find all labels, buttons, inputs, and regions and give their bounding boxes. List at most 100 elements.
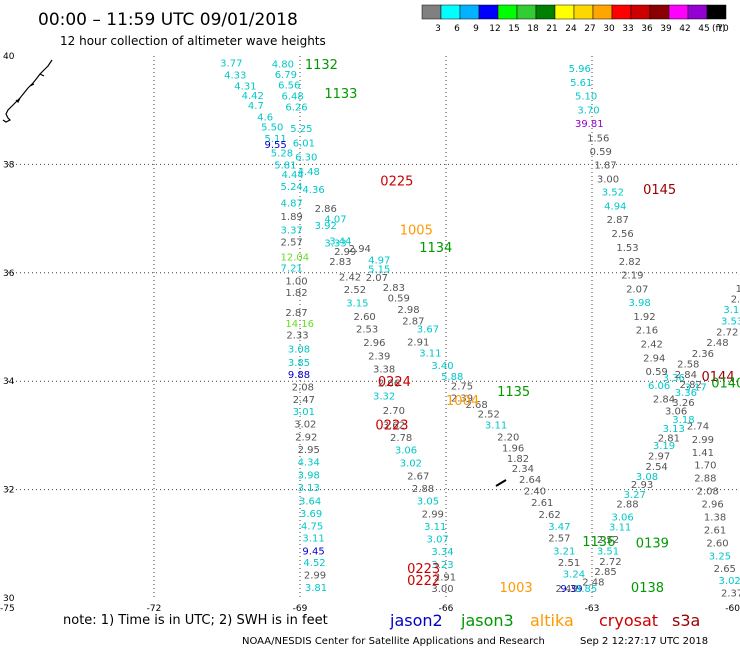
wave-height-label: 1.96 [502, 443, 524, 454]
wave-height-label: 2.83 [383, 283, 405, 294]
wave-height-label: 12.04 [281, 253, 310, 264]
wave-height-label: 0.59 [646, 367, 668, 378]
wave-height-label: 2.47 [293, 395, 315, 406]
colorbar-tick-label: 42 [679, 24, 690, 34]
wave-height-label: 2.62 [538, 510, 560, 521]
wave-height-label: 2.48 [706, 338, 728, 349]
wave-height-label: 4.94 [604, 202, 626, 213]
wave-height-label: 3.98 [629, 298, 651, 309]
wave-height-label: 1.82 [285, 288, 307, 299]
wave-height-label: 3.47 [548, 522, 570, 533]
wave-height-label: 4.34 [298, 457, 320, 468]
wave-height-label: 9.45 [302, 546, 324, 557]
wave-height-label: 3.40 [431, 361, 453, 372]
wave-height-label: 3.13 [298, 483, 320, 494]
colorbar-tick-label: 39 [660, 24, 672, 34]
colorbar-swatch [687, 4, 708, 20]
wave-height-label: 2.07 [366, 273, 388, 284]
wave-height-label: 3.19 [653, 441, 675, 452]
wave-height-label: 2.19 [621, 270, 643, 281]
x-tick-label: -75 [0, 604, 15, 614]
wave-height-label: 3.64 [299, 496, 321, 507]
wave-height-label: 3.32 [373, 391, 395, 402]
wave-height-label: 2.56 [611, 229, 633, 240]
wave-height-label: 3.06 [611, 513, 633, 524]
wave-height-label: 2.84 [653, 395, 675, 406]
wave-height-label: 14.16 [285, 319, 314, 330]
wave-height-label: 6.06 [648, 381, 670, 392]
wave-height-label: 3.24 [563, 570, 585, 581]
wave-height-label: 3.11 [609, 522, 631, 533]
colorbar: 3 6 9 12 15 18 21 24 27 30 33 36 39 42 45 70 [421, 4, 729, 34]
y-tick-label: 38 [3, 160, 15, 170]
legend-jason3: jason3 [460, 611, 514, 630]
wave-height-label: 2.08 [292, 383, 314, 394]
wave-height-label: 3.17 [684, 383, 706, 394]
wave-height-label: 2.92 [295, 432, 317, 443]
wave-height-label: 3.27 [624, 490, 646, 501]
wave-height-label: 3.44 [329, 236, 351, 247]
chart-title: 00:00 – 11:59 UTC 09/01/2018 [38, 10, 298, 30]
wave-height-label: 2.67 [407, 472, 429, 483]
wave-height-label: 2.84 [675, 370, 697, 381]
wave-height-label: 5.88 [441, 372, 463, 383]
wave-height-label: 2.39 [451, 393, 473, 404]
wave-height-label: 5.81 [274, 160, 296, 171]
colorbar-tick-label: 33 [622, 24, 633, 34]
wave-height-label: 2.94 [349, 244, 371, 255]
wave-height-label: 3.07 [427, 534, 449, 545]
wave-height-label: 2.91 [434, 572, 456, 583]
pass-time-label: 0139 [636, 537, 669, 552]
wave-height-label: 3.62 [383, 421, 405, 432]
legend-altika: altika [530, 611, 574, 630]
wave-height-label: 3.38 [373, 365, 395, 376]
wave-height-label: 2.16 [636, 326, 658, 337]
wave-height-label: 3.67 [417, 325, 439, 336]
wave-height-label: 3.08 [288, 345, 310, 356]
wave-height-label: 3.98 [298, 470, 320, 481]
value-labels: 3.774.334.314.424.74.65.505.119.555.285.… [220, 59, 740, 600]
wave-height-label: 5.15 [368, 264, 390, 275]
wave-height-label: 9.55 [264, 140, 286, 151]
wave-height-label: 3.52 [602, 188, 624, 199]
colorbar-tick-label: 12 [489, 24, 500, 34]
wave-height-label: 4.7 [248, 101, 264, 112]
wave-height-label: 2.53 [356, 325, 378, 336]
colorbar-swatch [573, 4, 594, 20]
x-tick-label: -66 [439, 604, 454, 614]
wave-height-label: 2.54 [646, 462, 668, 473]
wave-height-label: 5.25 [290, 124, 312, 135]
axis-ticks: -75 -72 -69 -66 -63 -60 30 32 34 36 38 40 [0, 52, 740, 614]
wave-height-label: 5.61 [570, 78, 592, 89]
wave-height-label: 2.87 [402, 316, 424, 327]
colorbar-tick-label: 21 [546, 24, 557, 34]
wave-height-label: 3.02 [294, 419, 316, 430]
wave-height-label: 2.83 [329, 257, 351, 268]
wave-height-label: 2.07 [626, 285, 648, 296]
wave-height-label: 2.70 [383, 406, 405, 417]
wave-height-label: 2.66 [378, 378, 400, 389]
pass-time-label: 0138 [631, 581, 664, 596]
wave-height-label: 4.97 [368, 255, 390, 266]
wave-height-label: 2.99 [692, 435, 714, 446]
wave-height-label: 2.99 [422, 509, 444, 520]
colorbar-tick-label: 36 [641, 24, 653, 34]
satellite-legend: jason2 jason3 altika cryosat s3a [389, 611, 700, 630]
wave-height-label: 2.61 [704, 526, 726, 537]
wave-height-label: 3.18 [672, 415, 694, 426]
colorbar-tick-label: 6 [454, 24, 460, 34]
colorbar-swatch [649, 4, 670, 20]
wave-height-label: 2.20 [497, 432, 519, 443]
wave-height-label: 9.88 [288, 370, 310, 381]
pass-time-label: 1005 [400, 223, 433, 238]
pass-time-label: 0225 [380, 175, 413, 190]
colorbar-tick-label: 3 [435, 24, 441, 34]
legend-cryosat: cryosat [599, 611, 658, 630]
wave-height-label: 2.98 [397, 305, 419, 316]
wave-height-label: 2.95 [298, 445, 320, 456]
wave-height-label: 2.87 [285, 308, 307, 319]
wave-height-label: 3.12 [723, 305, 740, 316]
wave-height-label: 7.21 [281, 263, 303, 274]
wave-height-label: 2.68 [465, 400, 487, 411]
footer-credit: NOAA/NESDIS Center for Satellite Applica… [242, 636, 545, 647]
